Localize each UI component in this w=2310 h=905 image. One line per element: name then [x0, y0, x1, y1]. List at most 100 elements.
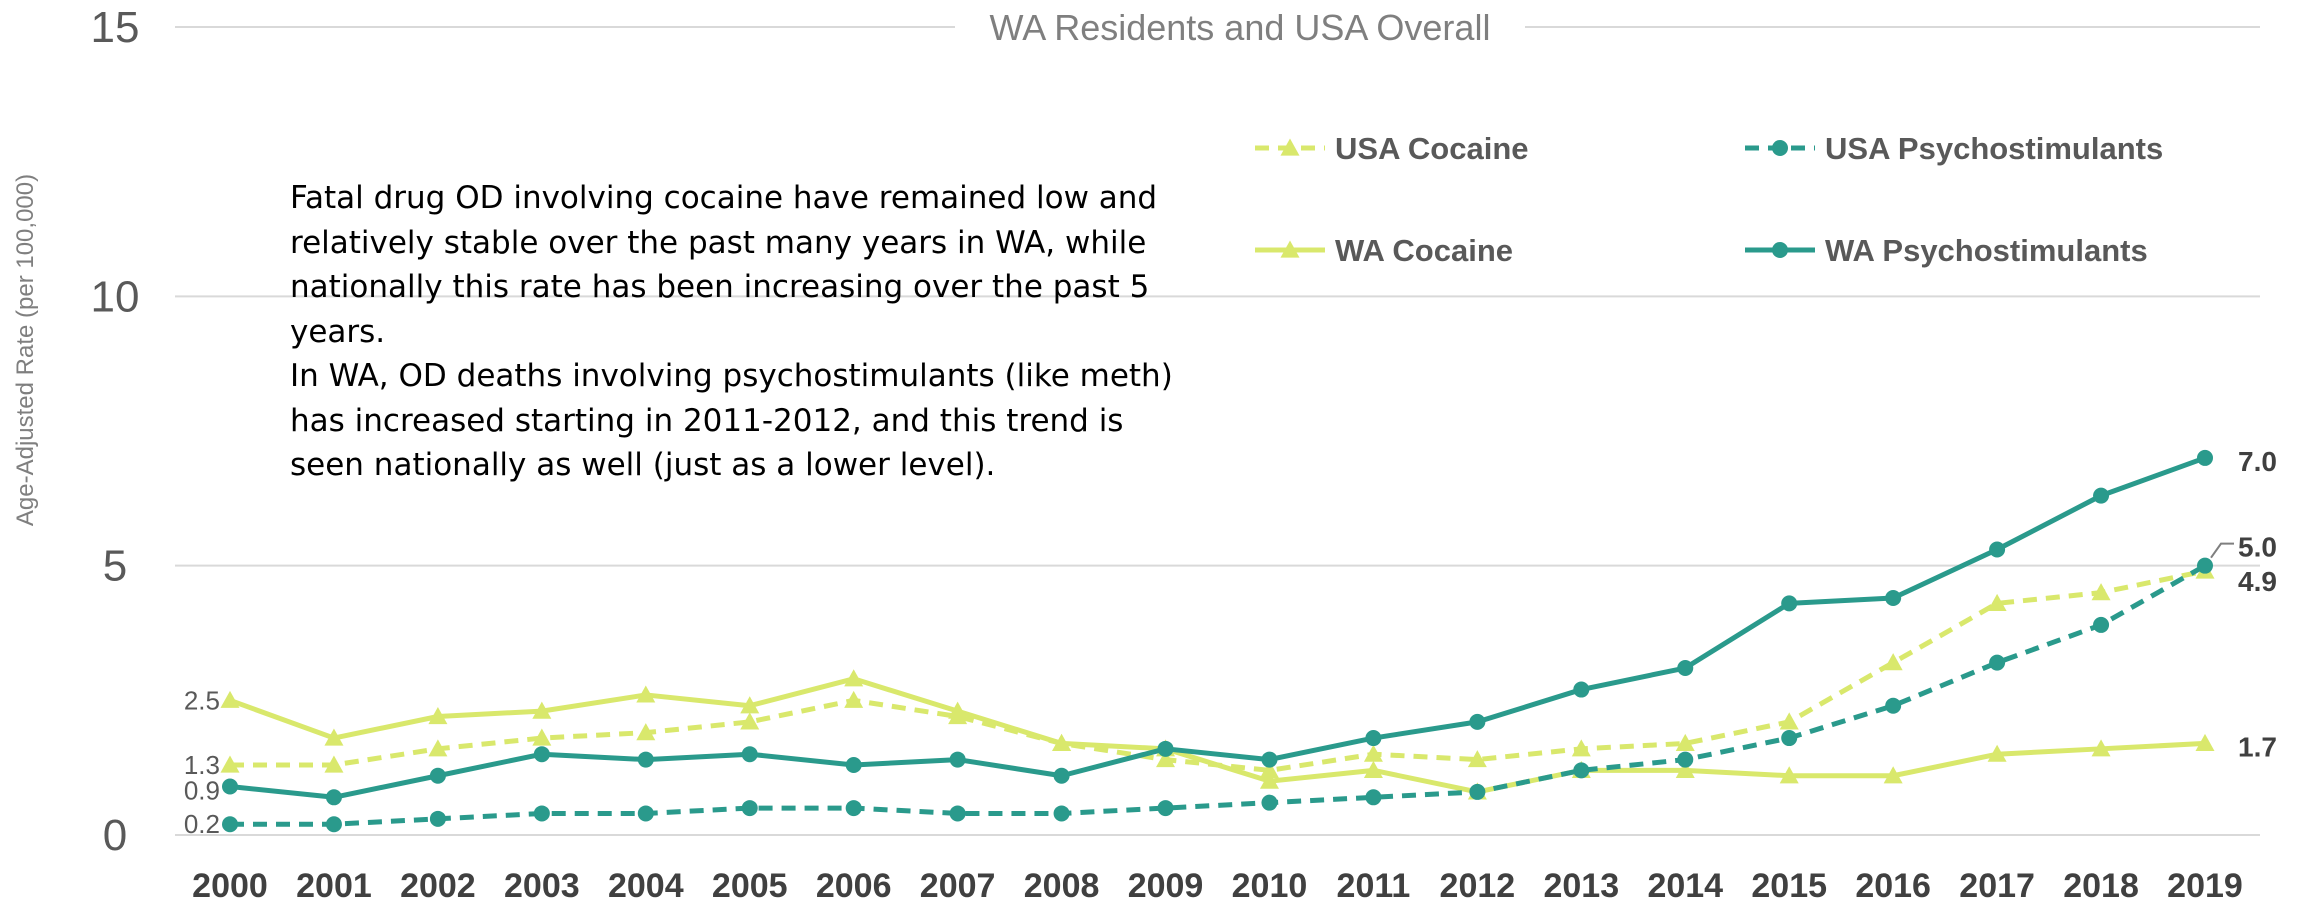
- series-usa-psychostimulants: [222, 557, 2213, 833]
- data-label: 0.2: [184, 809, 220, 839]
- data-point: [949, 751, 966, 768]
- data-point: [740, 712, 760, 730]
- x-tick-label: 2007: [920, 867, 996, 905]
- data-point: [2091, 583, 2111, 601]
- data-point: [325, 816, 342, 833]
- x-tick-label: 2016: [1855, 867, 1931, 905]
- legend: USA Cocaine USA Psychostimulants WA Cocain…: [1255, 131, 2163, 268]
- data-point: [1052, 733, 1072, 752]
- data-point: [2091, 739, 2111, 757]
- data-point: [845, 756, 862, 773]
- data-point: [1053, 805, 1070, 822]
- x-tick-label: 2003: [504, 867, 580, 905]
- data-point: [220, 755, 240, 773]
- data-label: 0.9: [184, 776, 220, 806]
- data-point: [428, 739, 448, 757]
- x-tick-label: 2017: [1959, 867, 2035, 905]
- data-point: [1675, 733, 1695, 752]
- data-point: [1261, 751, 1278, 768]
- series-line: [229, 676, 2206, 795]
- x-tick-label: 2001: [296, 867, 372, 905]
- data-point: [1781, 595, 1798, 612]
- x-tick-label: 2009: [1128, 867, 1204, 905]
- data-point: [2197, 449, 2213, 466]
- data-point: [949, 805, 966, 822]
- data-labels: 2.5 1.30.90.2 7.0 5.04.9 1.7: [184, 446, 2277, 839]
- data-point: [1259, 771, 1279, 789]
- data-point: [532, 701, 552, 719]
- x-tick-label: 2013: [1543, 867, 1619, 905]
- data-point: [1677, 751, 1694, 768]
- data-point: [636, 723, 656, 741]
- x-axis-ticks: 2000 2001 2002 2003 2004 2005 2006 2007 2008 2009…: [192, 867, 2243, 905]
- annotation-line: In WA, OD deaths involving psychostimula…: [290, 358, 1173, 394]
- x-tick-label: 2019: [2167, 867, 2243, 905]
- legend-marker: [1772, 140, 1788, 156]
- series-line: [230, 568, 2206, 773]
- data-point: [1883, 766, 1903, 784]
- data-label: 1.3: [184, 750, 220, 780]
- data-point: [1157, 800, 1174, 817]
- data-point: [1469, 713, 1486, 730]
- x-tick-label: 2006: [816, 867, 892, 905]
- x-tick-label: 2004: [608, 867, 684, 905]
- data-point: [2195, 733, 2215, 752]
- series-wa-psychostimulants: [222, 449, 2213, 806]
- data-point: [844, 690, 864, 708]
- x-tick-label: 2014: [1647, 867, 1723, 905]
- data-point: [1781, 730, 1798, 747]
- data-point: [222, 816, 238, 833]
- data-point: [220, 690, 240, 708]
- data-point: [948, 706, 968, 725]
- data-point: [1363, 744, 1383, 762]
- legend-marker: [1280, 138, 1300, 156]
- data-point: [1157, 740, 1174, 757]
- y-tick-label: 5: [103, 542, 127, 591]
- x-tick-label: 2005: [712, 867, 788, 905]
- annotation-line: relatively stable over the past many yea…: [290, 224, 1147, 261]
- annotation-line: has increased starting in 2011-2012, and…: [290, 402, 1124, 439]
- data-point: [2093, 616, 2110, 633]
- data-point: [1365, 730, 1382, 747]
- series-line: [229, 455, 2206, 800]
- data-point: [1987, 593, 2007, 611]
- x-tick-label: 2011: [1337, 867, 1411, 905]
- chart-title: WA Residents and USA Overall: [990, 7, 1491, 48]
- data-point: [429, 767, 446, 784]
- data-point: [844, 669, 864, 687]
- data-point: [1261, 794, 1278, 811]
- data-point: [1885, 697, 1902, 714]
- data-point: [1987, 744, 2007, 762]
- data-point: [1675, 760, 1695, 778]
- x-tick-label: 2000: [192, 867, 268, 905]
- data-point: [637, 751, 654, 768]
- series-usa-cocaine: [220, 561, 2215, 778]
- legend-item: USA Psychostimulants: [1745, 131, 2163, 166]
- data-point: [325, 789, 342, 806]
- data-label: 1.7: [2238, 731, 2277, 762]
- data-label: 5.0: [2238, 532, 2277, 563]
- data-point: [1779, 712, 1799, 730]
- data-point: [741, 800, 758, 817]
- y-axis-label: Age-Adjusted Rate (per 100,000): [12, 174, 39, 526]
- data-point: [1989, 541, 2006, 558]
- data-label: 7.0: [2238, 446, 2277, 477]
- legend-marker: [1772, 242, 1788, 258]
- data-point: [222, 778, 238, 795]
- data-label: 2.5: [184, 685, 220, 715]
- data-point: [532, 728, 552, 746]
- data-point: [1573, 681, 1590, 698]
- x-tick-label: 2018: [2063, 867, 2139, 905]
- data-label: 4.9: [2238, 566, 2277, 597]
- data-point: [1469, 783, 1486, 800]
- data-point: [324, 728, 344, 746]
- data-point: [429, 810, 446, 827]
- annotation-line: seen nationally as well (just as a lower…: [290, 447, 996, 483]
- data-point: [1677, 660, 1694, 677]
- label-leader-line: [2210, 542, 2234, 559]
- data-point: [533, 805, 550, 822]
- data-point: [636, 685, 656, 703]
- y-axis-ticks: 0 5 10 15: [91, 3, 140, 860]
- legend-label: WA Psychostimulants: [1825, 233, 2148, 268]
